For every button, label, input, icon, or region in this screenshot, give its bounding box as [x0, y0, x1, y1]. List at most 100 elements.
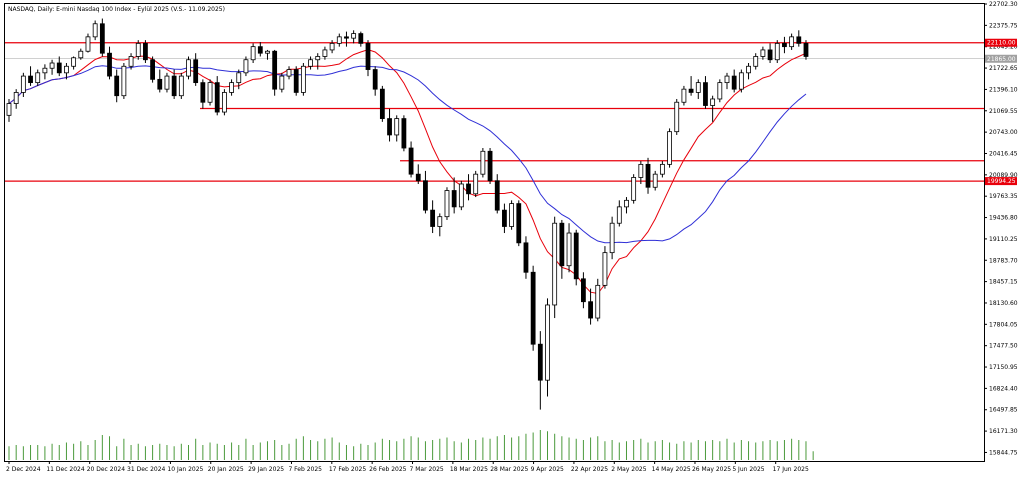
candle [803, 40, 809, 60]
candle [494, 174, 500, 214]
candle-body [99, 23, 105, 54]
candle-body [523, 242, 529, 273]
candle-body [688, 88, 694, 93]
candle-body [437, 216, 443, 227]
x-tick-label: 17 Jun 2025 [773, 466, 809, 473]
candle-body [315, 56, 321, 61]
candle [466, 174, 471, 201]
candle [272, 49, 278, 96]
candle-body [20, 75, 26, 93]
y-tick-label: 18130.60 [989, 300, 1018, 307]
y-tick-label: 17477.50 [989, 343, 1018, 350]
candle-body [710, 98, 716, 106]
candle [6, 98, 12, 122]
candle [451, 177, 457, 214]
candle [415, 164, 421, 184]
candle [329, 40, 335, 54]
candle-body [530, 271, 536, 345]
candle-body [423, 180, 428, 211]
candle [186, 56, 191, 80]
candle-body [42, 67, 48, 74]
candle-body [674, 101, 680, 133]
candle [99, 18, 105, 57]
candle [401, 115, 407, 152]
candle [688, 76, 694, 96]
y-tick-label: 20089.90 [989, 172, 1018, 179]
candle [581, 272, 586, 309]
candle-body [430, 209, 436, 227]
candle [789, 33, 795, 50]
candle [114, 69, 120, 103]
candle-body [329, 42, 335, 51]
candle-body [487, 150, 493, 182]
candle [107, 46, 112, 80]
x-tick-label: 2 Dec 2024 [6, 466, 41, 473]
candle [509, 200, 515, 230]
current-price-tag [985, 54, 1017, 63]
candle-body [724, 75, 730, 84]
candle [200, 79, 206, 109]
candle [602, 246, 608, 289]
candle [171, 69, 177, 99]
candle-body [351, 33, 357, 39]
candle-body [164, 75, 170, 90]
candle-body [150, 59, 156, 80]
x-tick-label: 20 Dec 2024 [87, 466, 126, 473]
candle-body [56, 62, 62, 74]
chart-title: NASDAQ, Daily: E-mini Nasdaq 100 Index -… [8, 6, 225, 13]
candle [265, 49, 270, 60]
candle-body [645, 163, 651, 188]
candle [695, 79, 701, 99]
candle [423, 170, 428, 214]
candle-body [286, 69, 292, 77]
candle-body [250, 46, 256, 61]
x-tick-label: 2 May 2025 [611, 466, 646, 473]
candle-body [186, 59, 191, 77]
candle-body [803, 42, 809, 57]
candles [6, 18, 809, 410]
candle-body [767, 49, 773, 61]
candle-body [401, 118, 407, 149]
candle-body [609, 222, 615, 254]
candle-body [458, 183, 464, 208]
x-tick-label: 7 Mar 2025 [410, 466, 444, 473]
candle [487, 148, 493, 184]
candle [516, 200, 522, 247]
candle [92, 20, 98, 41]
y-tick-label: 19763.35 [989, 193, 1018, 200]
candle [502, 203, 507, 234]
candle-body [394, 118, 400, 136]
candle [774, 40, 780, 64]
candle [157, 69, 163, 93]
candle [458, 180, 464, 211]
candle [588, 288, 593, 325]
y-tick-label: 15844.75 [989, 449, 1018, 456]
candle-body [451, 190, 457, 208]
candle-body [92, 23, 98, 38]
candle-body [774, 42, 780, 61]
candle [300, 63, 306, 96]
candle [13, 89, 19, 109]
y-tick-label: 22049.20 [989, 44, 1018, 51]
candle [444, 187, 450, 220]
volume-bars [8, 430, 814, 460]
candle [150, 56, 156, 83]
candle-body [157, 78, 163, 90]
ma-slow-line [8, 65, 807, 244]
candle-body [444, 190, 450, 218]
y-tick-label: 21069.55 [989, 108, 1018, 115]
candle [64, 63, 69, 80]
candle-body [738, 72, 744, 90]
x-tick-label: 26 May 2025 [692, 466, 731, 473]
candle-body [595, 284, 601, 319]
candle-body [257, 46, 263, 54]
candle-body [616, 206, 622, 224]
x-tick-label: 10 Jan 2025 [167, 466, 203, 473]
candle [42, 64, 48, 80]
time-axis: 2 Dec 2024 11 Dec 2024 20 Dec 2024 31 Dec 2… [6, 461, 809, 473]
candle [143, 40, 148, 64]
ma-fast-line [8, 49, 807, 295]
candle [545, 298, 550, 397]
candle-body [588, 301, 593, 319]
